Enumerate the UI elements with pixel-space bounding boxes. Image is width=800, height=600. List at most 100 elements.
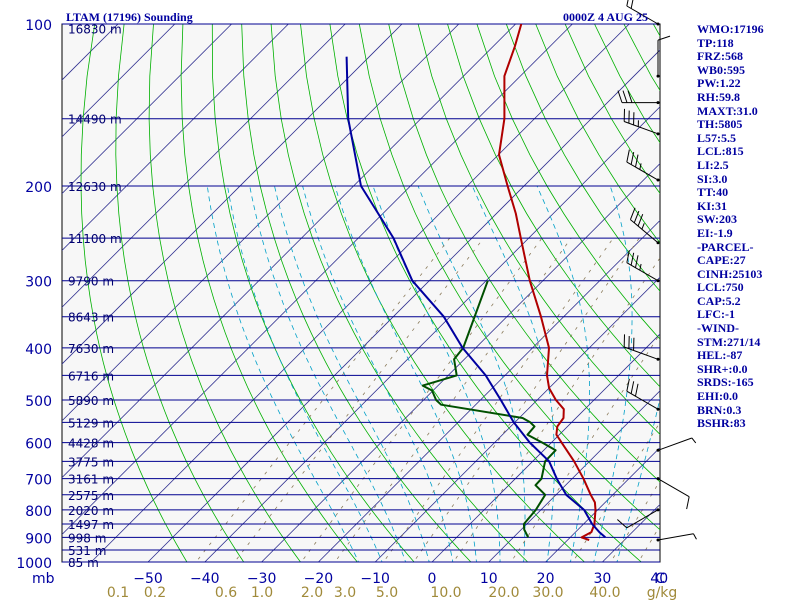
temperature-tick-label: −50 (133, 571, 163, 587)
isotherm-line (431, 333, 660, 562)
height-label: 16830 m (68, 23, 122, 37)
height-label: 8643 m (68, 311, 114, 325)
param-line: SRDS:-165 (697, 375, 754, 390)
mixing-ratio-label: 0.1 (107, 585, 129, 600)
temperature-tick-label: 0 (428, 571, 437, 587)
mixing-ratio-label: 5.0 (376, 585, 398, 600)
isotherm-line (62, 24, 346, 308)
dry-adiabat (180, 24, 358, 562)
height-label: 5890 m (68, 394, 114, 408)
moist-adiabat (227, 185, 383, 562)
moist-adiabat (302, 185, 454, 562)
param-line: FRZ:568 (697, 49, 743, 64)
height-label: 5129 m (68, 416, 114, 430)
mixing-ratio-line (234, 237, 484, 562)
dry-adiabat (447, 24, 660, 388)
param-line: TP:118 (697, 35, 734, 50)
temperature-tick-label: 40 (650, 571, 668, 587)
wind-barb (626, 0, 660, 26)
moist-adiabat (206, 185, 360, 562)
wind-barb (656, 437, 697, 452)
param-line: EHI:0.0 (697, 389, 739, 404)
isotherm-line (318, 219, 660, 562)
mixing-ratio-unit-label: g/kg (647, 585, 678, 600)
mixing-ratio-label: 0.6 (215, 585, 237, 600)
isotherm-line (62, 24, 232, 195)
wind-barb (656, 477, 690, 510)
moist-adiabat (274, 185, 430, 562)
dry-adiabat (115, 24, 245, 562)
isotherm-line (62, 24, 176, 138)
isotherm-line (488, 390, 660, 562)
moist-adiabat (334, 185, 477, 562)
isotherm-line (62, 24, 460, 422)
param-line: TH:5805 (697, 117, 743, 132)
temperature-tick-label: −10 (360, 571, 390, 587)
param-line: PW:1.22 (697, 76, 741, 91)
param-line: STM:271/14 (697, 334, 761, 349)
pressure-tick-label: 300 (25, 275, 52, 291)
isotherm-line (545, 447, 660, 562)
wind-barb (626, 378, 660, 411)
mixing-ratio-label: 10.0 (430, 585, 461, 600)
param-line: WB0:595 (697, 62, 745, 77)
param-line: EI:-1.9 (697, 225, 733, 240)
param-line: TT:40 (697, 185, 729, 200)
isotherm-line (147, 49, 660, 562)
param-line: LCL:750 (697, 280, 744, 295)
isotherm-line (62, 24, 289, 251)
dry-adiabat (80, 24, 188, 562)
param-line: SHR+:0.0 (697, 361, 748, 376)
param-line: L57:5.5 (697, 130, 736, 145)
height-label: 1497 m (68, 518, 114, 532)
mixing-ratio-line (572, 421, 660, 562)
temperature-tick-label: −30 (247, 571, 277, 587)
height-label: 14490 m (68, 113, 122, 127)
chart-time: 0000Z 4 AUG 25 (563, 10, 648, 24)
height-label: 12630 m (68, 180, 122, 194)
param-line: BSHR:83 (697, 416, 746, 431)
param-line: KI:31 (697, 198, 727, 213)
wind-barb (617, 90, 660, 105)
dry-adiabat (417, 24, 660, 435)
mixing-ratio-label: 1.0 (251, 585, 273, 600)
wind-barb (656, 35, 671, 78)
wind-barb (623, 108, 660, 136)
dry-adiabat (476, 24, 660, 340)
isotherm-line (204, 106, 660, 562)
height-label: 4428 m (68, 437, 114, 451)
param-line: -PARCEL- (697, 239, 754, 254)
dry-adiabat (241, 24, 472, 562)
mixing-ratio-label: 40.0 (589, 585, 620, 600)
temperature-tick-label: 30 (593, 571, 611, 587)
parcel-profile (345, 56, 607, 539)
mixing-ratio-label: 2.0 (301, 585, 323, 600)
param-line: CAP:5.2 (697, 293, 741, 308)
mixing-ratio-label: 0.2 (144, 585, 166, 600)
height-label: 2020 m (68, 504, 114, 518)
param-line: CAPE:27 (697, 253, 746, 268)
isotherm-line (62, 24, 516, 479)
dry-adiabat (329, 24, 642, 562)
param-line: -WIND- (697, 321, 739, 336)
dry-adiabat (358, 24, 660, 531)
pressure-tick-label: 800 (25, 504, 52, 520)
isotherm-line (90, 24, 630, 562)
pressure-tick-label: 900 (25, 531, 52, 547)
pressure-unit-label: mb (32, 571, 55, 587)
pressure-tick-label: 100 (25, 18, 52, 34)
dry-adiabat (211, 24, 415, 562)
temperature-tick-label: 20 (537, 571, 555, 587)
isotherm-line (62, 24, 403, 365)
chart-title: LTAM (17196) Sounding (66, 10, 193, 24)
height-label: 531 m (68, 544, 106, 558)
mixing-ratio-label: 3.0 (334, 585, 356, 600)
pressure-tick-label: 400 (25, 342, 52, 358)
param-line: LCL:815 (697, 144, 744, 159)
height-label: 998 m (68, 531, 106, 545)
temperature-tick-label: 10 (480, 571, 498, 587)
wind-barb (623, 334, 660, 361)
pressure-tick-label: 500 (25, 394, 52, 410)
param-line: MAXT:31.0 (697, 103, 758, 118)
